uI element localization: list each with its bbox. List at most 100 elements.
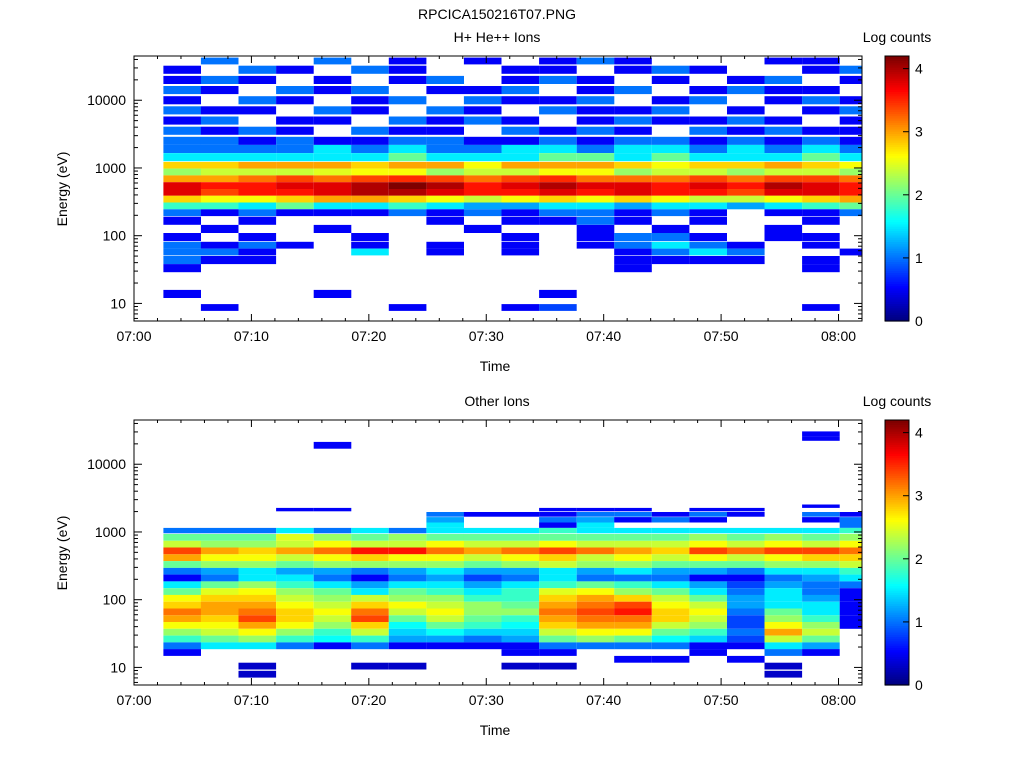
- spectrogram-cell: [276, 195, 314, 203]
- spectrogram-cell: [163, 581, 201, 589]
- spectrogram-cell: [802, 195, 840, 203]
- spectrogram-cell: [238, 216, 277, 225]
- spectrogram-cell: [539, 106, 577, 115]
- spectrogram-cell: [276, 635, 314, 643]
- colorbar-segment: [885, 261, 909, 265]
- spectrogram-cell: [839, 601, 862, 609]
- colorbar-segment: [885, 481, 909, 485]
- spectrogram-cell: [276, 642, 314, 650]
- spectrogram-cell: [200, 202, 239, 210]
- spectrogram-cell: [802, 168, 840, 176]
- spectrogram-cell: [200, 574, 239, 582]
- x-tick-label: 07:10: [234, 692, 269, 708]
- colorbar-segment: [885, 268, 909, 271]
- spectrogram-cell: [388, 622, 427, 629]
- spectrogram-cell: [839, 116, 862, 125]
- colorbar-segment: [885, 508, 909, 512]
- spectrogram-cell: [764, 588, 803, 595]
- spectrogram-cell: [839, 65, 862, 74]
- colorbar-label: Log counts: [863, 29, 932, 45]
- colorbar-segment: [885, 654, 909, 657]
- spectrogram-cell: [802, 594, 840, 602]
- spectrogram-cell: [463, 161, 502, 169]
- colorbar-segment: [885, 576, 909, 580]
- spectrogram-cell: [238, 622, 277, 629]
- spectrogram-cell: [163, 153, 201, 162]
- spectrogram-cell: [200, 195, 239, 203]
- colorbar-segment: [885, 170, 909, 174]
- colorbar-segment: [885, 563, 909, 567]
- spectrogram-cell: [802, 57, 840, 65]
- x-tick-label: 07:10: [234, 328, 269, 344]
- spectrogram-cell: [501, 136, 540, 145]
- spectrogram-cell: [426, 522, 464, 528]
- spectrogram-cell: [463, 224, 502, 233]
- spectrogram-cell: [163, 588, 201, 595]
- spectrogram-cell: [163, 126, 201, 135]
- colorbar-segment: [885, 625, 909, 629]
- spectrogram-cell: [238, 195, 277, 203]
- colorbar-segment: [885, 206, 909, 209]
- spectrogram-cell: [463, 601, 502, 609]
- spectrogram-cell: [802, 540, 840, 548]
- spectrogram-cell: [576, 594, 615, 602]
- spectrogram-cell: [200, 581, 239, 589]
- spectrogram-cell: [276, 581, 314, 589]
- colorbar-segment: [885, 153, 909, 156]
- spectrogram-cell: [388, 75, 427, 84]
- colorbar-segment: [885, 162, 909, 165]
- spectrogram-cell: [651, 628, 690, 636]
- spectrogram-cell: [351, 106, 389, 115]
- colorbar-segment: [885, 517, 909, 520]
- spectrogram-cell: [727, 168, 765, 176]
- spectrogram-cell: [839, 554, 862, 562]
- spectrogram-cell: [163, 615, 201, 623]
- x-tick-label: 07:00: [116, 692, 151, 708]
- spectrogram-cell: [727, 126, 765, 135]
- colorbar-segment: [885, 439, 909, 443]
- spectrogram-cell: [463, 86, 502, 95]
- colorbar-segment: [885, 263, 909, 267]
- spectrogram-cell: [764, 144, 803, 153]
- colorbar-segment: [885, 230, 909, 234]
- spectrogram-cell: [689, 182, 727, 189]
- spectrogram-cell: [276, 554, 314, 562]
- spectrogram-cell: [839, 622, 862, 629]
- spectrogram-cell: [651, 594, 690, 602]
- spectrogram-cell: [802, 431, 840, 437]
- spectrogram-cell: [651, 655, 690, 663]
- colorbar-segment: [885, 620, 909, 624]
- spectrogram-cell: [238, 534, 277, 541]
- colorbar-frame: [884, 419, 910, 686]
- spectrogram-cell: [727, 581, 765, 589]
- colorbar-segment: [885, 640, 909, 644]
- spectrogram-cell: [802, 622, 840, 629]
- colorbar-segment: [885, 548, 909, 551]
- spectrogram-cell: [238, 209, 277, 217]
- spectrogram-cell: [426, 209, 464, 217]
- spectrogram-cell: [651, 224, 690, 233]
- spectrogram-cell: [576, 116, 615, 125]
- colorbar-segment: [885, 424, 909, 428]
- y-axis-label: Energy (eV): [54, 516, 70, 591]
- spectrogram-cell: [313, 168, 352, 176]
- colorbar-segment: [885, 95, 909, 99]
- spectrogram-cell: [351, 233, 389, 242]
- spectrogram-cell: [426, 628, 464, 636]
- spectrogram-cell: [388, 65, 427, 74]
- colorbar-segment: [885, 583, 909, 587]
- spectrogram-cell: [163, 65, 201, 74]
- spectrogram-cell: [576, 547, 615, 555]
- spectrogram-cell: [576, 136, 615, 145]
- spectrogram-cell: [388, 153, 427, 162]
- spectrogram-cell: [727, 507, 765, 512]
- spectrogram-cell: [839, 561, 862, 568]
- spectrogram-cell: [238, 635, 277, 643]
- spectrogram-cell: [351, 209, 389, 217]
- spectrogram-cell: [576, 106, 615, 115]
- colorbar-segment: [885, 124, 909, 128]
- spectrogram-cell: [501, 512, 540, 517]
- colorbar-segment: [885, 215, 909, 218]
- spectrogram-cell: [426, 126, 464, 135]
